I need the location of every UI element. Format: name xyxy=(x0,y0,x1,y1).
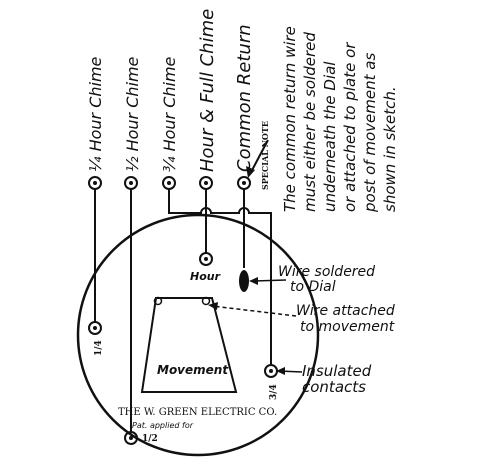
movement-label: Movement xyxy=(157,363,229,377)
insulated-line-2: contacts xyxy=(302,378,366,396)
common-return-arrow xyxy=(246,139,269,178)
annotation-wire-soldered: Wire soldered to Dial xyxy=(249,264,375,295)
annotation-wire-attached: Wire attached to movement xyxy=(208,302,395,335)
terminal-label-quarter: ¼ Hour Chime xyxy=(86,56,105,172)
special-note: SPECIAL NOTE The common return wire must… xyxy=(260,26,399,213)
insulated-line-1: Insulated xyxy=(302,362,372,380)
solder-joint xyxy=(239,270,249,292)
terminal-label-half: ½ Hour Chime xyxy=(123,56,142,172)
wire-attached-line-2: to movement xyxy=(300,319,395,335)
special-note-line-5: post of movement as xyxy=(361,53,379,213)
three-quarter-contact: 3/4 xyxy=(264,364,279,400)
terminal-half xyxy=(124,176,138,190)
hour-contact: Hour xyxy=(190,252,221,283)
hour-contact-label: Hour xyxy=(190,270,221,283)
terminal-label-three-quarter: ¾ Hour Chime xyxy=(160,56,179,172)
wire-soldered-line-1: Wire soldered xyxy=(278,264,375,280)
terminal-three-quarter xyxy=(162,176,176,190)
wire-attached-line-1: Wire attached xyxy=(296,303,395,319)
special-note-line-6: shown in sketch. xyxy=(381,86,399,212)
special-note-tag: SPECIAL NOTE xyxy=(260,121,270,190)
special-note-line-4: or attached to plate or xyxy=(341,42,359,212)
top-terminals xyxy=(88,176,251,190)
terminal-common-return xyxy=(237,176,251,190)
special-note-line-1: The common return wire xyxy=(281,26,299,212)
movement-plate: Movement xyxy=(140,296,238,393)
half-contact: 1/2 xyxy=(124,431,158,445)
annotation-insulated: Insulated contacts xyxy=(276,362,372,396)
wire-three-quarter xyxy=(168,189,272,365)
terminal-label-common-return: Common Return xyxy=(234,24,255,172)
special-note-line-3: underneath the Dial xyxy=(321,61,339,212)
three-quarter-contact-label: 3/4 xyxy=(269,384,279,400)
quarter-contact: 1/4 xyxy=(88,321,104,356)
terminal-hour-full xyxy=(199,176,213,190)
special-note-line-2: must either be soldered xyxy=(301,32,319,212)
terminal-labels: ¼ Hour Chime ½ Hour Chime ¾ Hour Chime H… xyxy=(86,9,255,172)
wires xyxy=(94,189,272,432)
patent-label: Pat. applied for xyxy=(132,421,194,430)
wire-soldered-line-2: to Dial xyxy=(290,279,336,295)
half-contact-label: 1/2 xyxy=(142,434,158,444)
dial-outline xyxy=(76,213,320,457)
maker-label: THE W. GREEN ELECTRIC CO. xyxy=(118,407,277,418)
quarter-contact-label: 1/4 xyxy=(94,340,104,356)
terminal-label-hour-full: Hour & Full Chime xyxy=(197,9,218,172)
terminal-quarter xyxy=(88,176,102,190)
